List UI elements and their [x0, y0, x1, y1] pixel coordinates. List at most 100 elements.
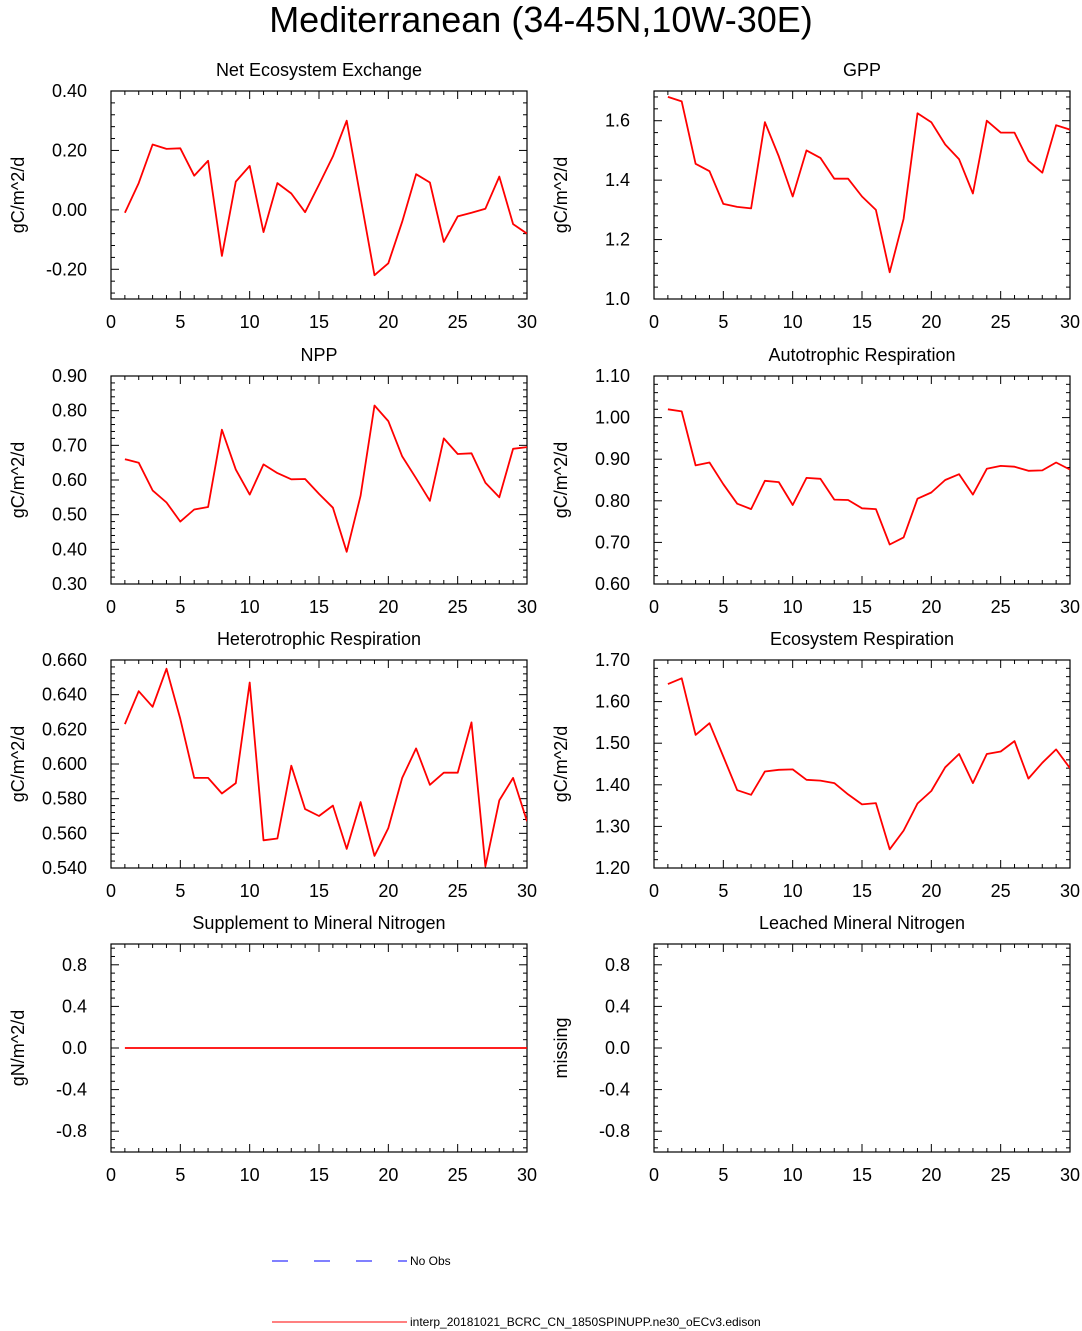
x-tick-label: 0 [649, 1165, 659, 1185]
chart-title: Leached Mineral Nitrogen [759, 913, 965, 933]
y-tick-label: 0.8 [62, 955, 87, 975]
x-tick-label: 10 [783, 881, 803, 901]
x-tick-label: 0 [106, 1165, 116, 1185]
y-tick-label: 0.60 [52, 470, 87, 490]
x-tick-label: 5 [718, 1165, 728, 1185]
x-tick-label: 15 [309, 312, 329, 332]
legend-obs-label: No Obs [410, 1254, 451, 1268]
y-tick-label: 0.580 [42, 789, 87, 809]
y-tick-label: -0.8 [599, 1121, 630, 1141]
x-tick-label: 15 [852, 1165, 872, 1185]
y-axis-label: gC/m^2/d [8, 157, 28, 233]
y-axis-label: gC/m^2/d [8, 726, 28, 802]
x-tick-label: 10 [783, 312, 803, 332]
series-line [124, 667, 527, 868]
y-tick-label: 0.30 [52, 574, 87, 594]
chart-panel-7: Supplement to Mineral Nitrogen gN/m^2/d 0 5… [8, 913, 537, 1185]
chart-panel-2: GPP gC/m^2/d 0 5 10 15 20 25 30 1.0 1.2 1.4 1.6 [551, 60, 1080, 332]
x-tick-label: 30 [1060, 1165, 1080, 1185]
x-tick-label: 5 [718, 881, 728, 901]
x-tick-label: 20 [921, 881, 941, 901]
x-tick-label: 25 [991, 1165, 1011, 1185]
x-tick-label: 20 [921, 312, 941, 332]
y-tick-label: 1.2 [605, 230, 630, 250]
legend-model-line [272, 1321, 407, 1323]
y-tick-label: 1.10 [595, 366, 630, 386]
y-tick-label: 0.4 [62, 996, 87, 1016]
x-tick-label: 5 [718, 312, 728, 332]
x-tick-label: 10 [783, 1165, 803, 1185]
series-line [667, 677, 1070, 851]
x-tick-label: 15 [852, 881, 872, 901]
y-tick-label: 0.540 [42, 858, 87, 878]
x-tick-label: 25 [448, 1165, 468, 1185]
y-tick-label: 1.6 [605, 111, 630, 131]
x-tick-label: 15 [309, 1165, 329, 1185]
y-tick-label: 0.0 [62, 1038, 87, 1058]
y-tick-label: 0.660 [42, 650, 87, 670]
x-tick-label: 10 [240, 597, 260, 617]
chart-panel-1: Net Ecosystem Exchange gC/m^2/d 0 5 10 15 20 25… [8, 60, 537, 332]
y-tick-label: 0.70 [52, 435, 87, 455]
y-axis-label: gC/m^2/d [551, 726, 571, 802]
y-tick-label: 1.00 [595, 408, 630, 428]
x-tick-label: 10 [783, 597, 803, 617]
y-axis-label: gC/m^2/d [551, 442, 571, 518]
y-tick-label: 0.40 [52, 539, 87, 559]
x-tick-label: 15 [309, 597, 329, 617]
y-tick-label: 0.620 [42, 719, 87, 739]
x-tick-label: 10 [240, 881, 260, 901]
y-tick-label: 0.640 [42, 685, 87, 705]
y-tick-label: 0.80 [52, 401, 87, 421]
y-tick-label: 0.0 [605, 1038, 630, 1058]
y-axis-label: gC/m^2/d [8, 442, 28, 518]
x-tick-label: 30 [1060, 312, 1080, 332]
x-tick-label: 5 [175, 597, 185, 617]
y-axis-label: missing [551, 1017, 571, 1078]
series-line [667, 408, 1070, 546]
y-tick-label: 0.560 [42, 823, 87, 843]
y-tick-label: 1.4 [605, 170, 630, 190]
y-tick-label: -0.4 [599, 1080, 630, 1100]
y-tick-label: 0.50 [52, 505, 87, 525]
x-tick-label: 20 [921, 1165, 941, 1185]
x-tick-label: 15 [852, 312, 872, 332]
x-tick-label: 30 [1060, 881, 1080, 901]
y-tick-label: 1.40 [595, 775, 630, 795]
chart-panel-3: NPP gC/m^2/d 0 5 10 15 20 25 30 0.30 0.40 0.50 0.60 0… [8, 345, 537, 617]
y-tick-label: 1.60 [595, 692, 630, 712]
x-tick-label: 30 [517, 597, 537, 617]
y-tick-label: 1.30 [595, 816, 630, 836]
series-line [124, 119, 527, 277]
x-tick-label: 5 [175, 881, 185, 901]
x-tick-label: 0 [649, 312, 659, 332]
chart-title: Heterotrophic Respiration [217, 629, 421, 649]
y-tick-label: 0.4 [605, 996, 630, 1016]
legend-model-label: interp_20181021_BCRC_CN_1850SPINUPP.ne30… [410, 1315, 761, 1329]
x-tick-label: 0 [106, 881, 116, 901]
y-axis-label: gC/m^2/d [551, 157, 571, 233]
x-tick-label: 25 [448, 881, 468, 901]
y-tick-label: 1.50 [595, 733, 630, 753]
x-tick-label: 20 [921, 597, 941, 617]
y-tick-label: 0.90 [595, 449, 630, 469]
x-tick-label: 25 [448, 312, 468, 332]
chart-panel-8: Leached Mineral Nitrogen missing 0 5 10 15 20 2… [551, 913, 1080, 1185]
x-tick-label: 0 [649, 597, 659, 617]
x-tick-label: 5 [175, 1165, 185, 1185]
x-tick-label: 0 [106, 597, 116, 617]
plot-frame [653, 375, 1071, 585]
plot-frame [110, 90, 528, 300]
y-tick-label: 0.80 [595, 491, 630, 511]
y-tick-label: 0.600 [42, 754, 87, 774]
y-tick-label: 0.70 [595, 532, 630, 552]
x-tick-label: 0 [106, 312, 116, 332]
y-tick-label: 0.60 [595, 574, 630, 594]
x-tick-label: 30 [1060, 597, 1080, 617]
x-tick-label: 5 [175, 312, 185, 332]
x-tick-label: 5 [718, 597, 728, 617]
chart-panel-4: Autotrophic Respiration gC/m^2/d 0 5 10 15 20 2… [551, 345, 1080, 617]
x-tick-label: 20 [378, 881, 398, 901]
plot-frame [653, 659, 1071, 869]
